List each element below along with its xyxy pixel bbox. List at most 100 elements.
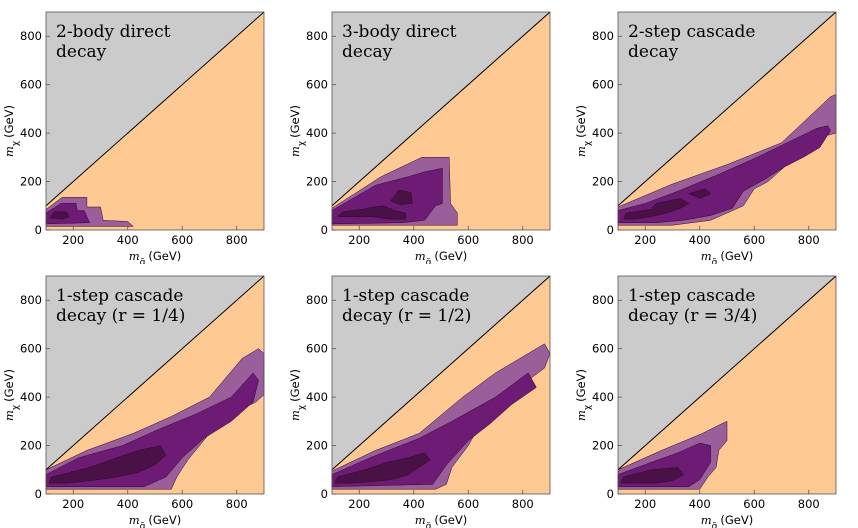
y-tick-label: 0	[607, 223, 614, 237]
y-tick-label: 400	[20, 390, 42, 404]
y-tick-label: 600	[592, 78, 614, 92]
panel-title-line: 2-step cascade	[628, 22, 755, 42]
y-tick-label: 400	[592, 126, 614, 140]
plot-panel-1: 200 400 600 800 0 200 400 600 800 mg̃ (GeV) mχ(GeV)…	[0, 0, 286, 264]
y-tick-label: 200	[592, 439, 614, 453]
plot-frame	[617, 11, 837, 231]
y-axis-label: mχ(GeV)	[574, 105, 593, 157]
y-tick-label: 600	[592, 342, 614, 356]
x-tick-label: 200	[62, 497, 84, 511]
plot-panel-3: 200 400 600 800 0 200 400 600 800 mg̃ (GeV) mχ(GeV)…	[572, 0, 858, 264]
x-tick-label: 200	[62, 233, 84, 247]
x-tick-label: 400	[403, 233, 425, 247]
panel-title-line: 2-body direct	[56, 22, 171, 42]
y-tick-label: 0	[321, 223, 328, 237]
chart-svg: 200 400 600 800 0 200 400 600 800 mg̃ (GeV) mχ(GeV)…	[2, 11, 265, 264]
chart-svg: 200 400 600 800 0 200 400 600 800 mg̃ (GeV) mχ(GeV)…	[288, 11, 551, 264]
kinematic-boundary-line	[331, 275, 551, 471]
x-tick-label: 600	[457, 233, 479, 247]
sensitivity-region-dark	[620, 467, 684, 484]
kinematic-boundary-line	[331, 11, 551, 207]
plot-frame	[45, 275, 265, 495]
y-tick-label: 200	[306, 175, 328, 189]
x-tick-label: 600	[457, 497, 479, 511]
plot-frame	[331, 275, 551, 495]
y-tick-label: 600	[306, 78, 328, 92]
panel-title-line: decay	[342, 42, 393, 62]
x-tick-label: 200	[634, 497, 656, 511]
kinematic-boundary-line	[617, 11, 837, 207]
chart-svg: 200 400 600 800 0 200 400 600 800 mg̃ (GeV) mχ(GeV)…	[574, 275, 837, 528]
plot-panel-6: 200 400 600 800 0 200 400 600 800 mg̃ (GeV) mχ(GeV)…	[572, 264, 858, 528]
x-tick-label: 600	[171, 497, 193, 511]
y-axis-label: mχ(GeV)	[2, 369, 21, 421]
panel-title-line: decay	[56, 42, 107, 62]
y-tick-label: 200	[20, 175, 42, 189]
x-tick-label: 800	[226, 233, 248, 247]
y-axis-label: mχ(GeV)	[288, 105, 307, 157]
y-tick-label: 600	[20, 342, 42, 356]
y-tick-label: 800	[592, 29, 614, 43]
x-axis-label: mg̃ (GeV)	[415, 513, 467, 528]
plot-frame	[331, 11, 551, 231]
x-tick-label: 800	[798, 233, 820, 247]
x-axis-label: mg̃ (GeV)	[129, 513, 181, 528]
y-tick-label: 0	[607, 487, 614, 501]
y-tick-label: 800	[20, 293, 42, 307]
sensitivity-region-dark	[49, 211, 70, 220]
x-tick-label: 400	[689, 497, 711, 511]
sensitivity-region-mid	[331, 372, 537, 487]
y-tick-label: 800	[306, 29, 328, 43]
panel-title-line: decay (r = 1/4)	[56, 306, 185, 326]
kinematic-boundary-line	[45, 11, 265, 207]
y-tick-label: 200	[592, 175, 614, 189]
x-axis-label: mg̃ (GeV)	[415, 249, 467, 264]
sensitivity-region-dark	[390, 189, 413, 205]
y-axis-label: mχ(GeV)	[574, 369, 593, 421]
sensitivity-region-dark	[688, 188, 712, 199]
y-tick-label: 800	[592, 293, 614, 307]
y-tick-label: 400	[592, 390, 614, 404]
sensitivity-region-dark	[334, 452, 431, 484]
y-axis-label: mχ(GeV)	[2, 105, 21, 157]
sensitivity-region-dark	[48, 445, 167, 484]
y-tick-label: 800	[20, 29, 42, 43]
x-tick-label: 200	[348, 233, 370, 247]
y-tick-label: 600	[306, 342, 328, 356]
plot-panel-5: 200 400 600 800 0 200 400 600 800 mg̃ (GeV) mχ(GeV)…	[286, 264, 572, 528]
panel-title-line: 1-step cascade	[628, 286, 755, 306]
panel-title-line: 3-body direct	[342, 22, 457, 42]
y-tick-label: 200	[306, 439, 328, 453]
x-axis-label: mg̃ (GeV)	[701, 513, 753, 528]
plot-panel-4: 200 400 600 800 0 200 400 600 800 mg̃ (GeV) mχ(GeV)…	[0, 264, 286, 528]
x-tick-label: 800	[226, 497, 248, 511]
y-tick-label: 0	[321, 487, 328, 501]
y-tick-label: 200	[20, 439, 42, 453]
sensitivity-region-mid	[45, 372, 259, 487]
chart-svg: 200 400 600 800 0 200 400 600 800 mg̃ (GeV) mχ(GeV)…	[288, 275, 551, 528]
y-tick-label: 400	[306, 390, 328, 404]
panel-title-line: 1-step cascade	[342, 286, 469, 306]
sensitivity-region-mid	[617, 125, 831, 223]
y-tick-label: 800	[306, 293, 328, 307]
y-tick-label: 0	[35, 223, 42, 237]
x-tick-label: 400	[689, 233, 711, 247]
x-axis-label: mg̃ (GeV)	[701, 249, 753, 264]
x-tick-label: 800	[512, 233, 534, 247]
panel-title-line: 1-step cascade	[56, 286, 183, 306]
sensitivity-region-dark	[336, 205, 406, 220]
y-tick-label: 400	[20, 126, 42, 140]
x-tick-label: 600	[171, 233, 193, 247]
x-tick-label: 200	[348, 497, 370, 511]
x-tick-label: 400	[117, 233, 139, 247]
x-tick-label: 800	[798, 497, 820, 511]
sensitivity-region-dark	[623, 198, 690, 220]
plot-panel-2: 200 400 600 800 0 200 400 600 800 mg̃ (GeV) mχ(GeV)…	[286, 0, 572, 264]
plot-frame	[45, 11, 265, 231]
plot-frame	[617, 275, 837, 495]
panel-title-line: decay (r = 1/2)	[342, 306, 471, 326]
x-tick-label: 800	[512, 497, 534, 511]
x-tick-label: 600	[743, 233, 765, 247]
kinematic-boundary-line	[45, 275, 265, 471]
x-tick-label: 400	[403, 497, 425, 511]
